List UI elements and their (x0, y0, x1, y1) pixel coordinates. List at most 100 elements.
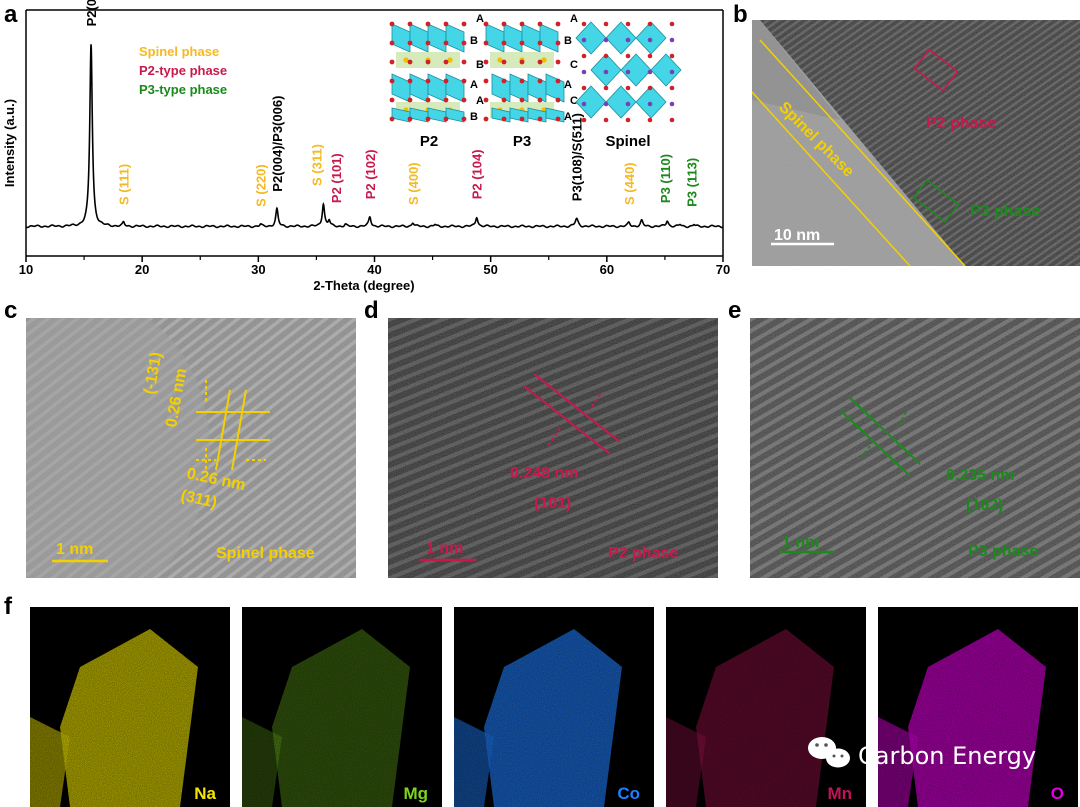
peak-label: P3(108)/S(511) (570, 113, 585, 201)
octahedron (605, 85, 637, 119)
oxygen-atom (519, 78, 525, 84)
oxygen-atom (407, 21, 413, 27)
lattice-atom (603, 85, 609, 91)
oxygen-atom (537, 78, 543, 84)
oxygen-atom (555, 21, 561, 27)
peak-label: S (220) (254, 164, 269, 207)
y-axis-label: Intensity (a.u.) (2, 99, 17, 187)
oxygen-atom (389, 97, 395, 103)
structure-label-p3: P3 (513, 133, 531, 150)
peak-label: P2 (102) (363, 149, 378, 199)
lattice-atom (625, 85, 631, 91)
oxygen-atom (407, 97, 413, 103)
lattice-atom (669, 117, 675, 123)
x-tick-label: 70 (716, 262, 730, 277)
octahedron (545, 107, 565, 123)
oxygen-atom (483, 78, 489, 84)
oxygen-atom (461, 21, 467, 27)
octahedron (409, 107, 429, 123)
octahedron (503, 23, 523, 53)
octahedron (521, 23, 541, 53)
stacking-letter: A (564, 111, 572, 123)
oxygen-atom (501, 116, 507, 122)
oxygen-atom (501, 59, 507, 65)
x-tick-label: 60 (600, 262, 614, 277)
stacking-letter: A (476, 95, 484, 107)
xrd-chart: 10 20 30 40 50 60 70 P2(002)/P3(003) S (111) S (… (2, 0, 730, 293)
lattice-atom (625, 37, 631, 43)
octahedron (575, 85, 607, 119)
stacking-letter: C (570, 95, 578, 107)
lattice-atom (603, 101, 609, 107)
octahedron (491, 73, 511, 103)
lattice-atom (581, 53, 587, 59)
eds-element-label: Mg (403, 784, 428, 803)
stacking-letter: C (570, 59, 578, 71)
oxygen-atom (407, 78, 413, 84)
octahedron (650, 53, 682, 87)
oxygen-atom (483, 116, 489, 122)
panel-b-scale-label: 10 nm (774, 227, 820, 244)
oxygen-atom (461, 40, 467, 46)
oxygen-atom (461, 97, 467, 103)
eds-map-mn: Mn (666, 607, 866, 807)
oxygen-atom (389, 116, 395, 122)
lattice-atom (603, 21, 609, 27)
oxygen-atom (425, 97, 431, 103)
oxygen-atom (443, 97, 449, 103)
lattice-atom (581, 117, 587, 123)
lattice-atom (603, 53, 609, 59)
stacking-letter: A (470, 79, 478, 91)
oxygen-atom (537, 116, 543, 122)
oxygen-atom (501, 97, 507, 103)
x-tick-label: 20 (135, 262, 149, 277)
panel-b-p3-label: P3 phase (970, 203, 1040, 220)
eds-map-co: Co (454, 607, 654, 807)
peak-label: S (111) (117, 164, 132, 205)
octahedron (605, 21, 637, 55)
octahedron (545, 73, 565, 103)
oxygen-atom (389, 21, 395, 27)
oxygen-atom (519, 21, 525, 27)
oxygen-atom (425, 78, 431, 84)
tem-image-e (750, 318, 1080, 578)
eds-map-na: Na (30, 607, 230, 807)
tem-image-b (752, 20, 1080, 266)
octahedron (427, 107, 447, 123)
stacking-letter: B (564, 35, 572, 47)
panel-e-plane: (102) (966, 497, 1003, 514)
peak-label: P2(002)/P3(003) (84, 0, 99, 26)
panel-b-p2-label: P2 phase (926, 115, 996, 132)
octahedron (445, 73, 465, 103)
x-tick-label: 30 (251, 262, 265, 277)
oxygen-atom (483, 97, 489, 103)
panel-label-c: c (4, 297, 17, 324)
lattice-atom (603, 69, 609, 75)
lattice-atom (669, 21, 675, 27)
stacking-letter: B (476, 59, 484, 71)
lattice-atom (603, 117, 609, 123)
lattice-atom (581, 21, 587, 27)
panel-c-scale-label: 1 nm (56, 541, 93, 558)
lattice-atom (581, 69, 587, 75)
peak-label: S (440) (622, 162, 637, 205)
octahedron (427, 23, 447, 53)
oxygen-atom (461, 116, 467, 122)
structure-label-spinel: Spinel (605, 133, 650, 150)
panel-d-spacing: 0.248 nm (510, 465, 578, 482)
oxygen-atom (483, 21, 489, 27)
octahedron (620, 53, 652, 87)
oxygen-atom (483, 59, 489, 65)
xrd-series-line (25, 44, 723, 229)
lattice-atom (669, 37, 675, 43)
panel-label-a: a (4, 1, 18, 28)
oxygen-atom (501, 40, 507, 46)
octahedron (391, 107, 411, 123)
panel-label-b: b (733, 1, 748, 28)
legend-entry: Spinel phase (139, 44, 219, 59)
lattice-atom (669, 101, 675, 107)
oxygen-atom (443, 116, 449, 122)
stacking-letter: A (570, 13, 578, 25)
lattice-atom (581, 101, 587, 107)
